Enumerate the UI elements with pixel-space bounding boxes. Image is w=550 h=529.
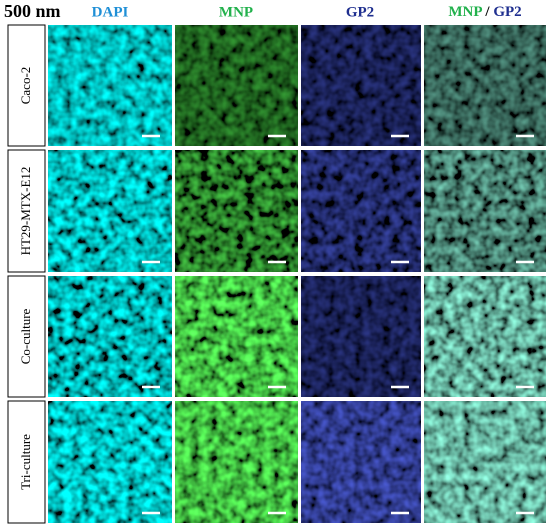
micrograph-texture bbox=[48, 150, 172, 272]
micrograph-texture bbox=[175, 276, 298, 397]
row-label-box bbox=[7, 24, 46, 147]
row-label: Tri-culture bbox=[18, 434, 33, 490]
micrograph-texture bbox=[48, 276, 172, 397]
micrograph-texture bbox=[175, 25, 298, 146]
micrograph-texture bbox=[424, 401, 546, 523]
micrograph-texture bbox=[175, 401, 298, 523]
row-label: HT29-MTX-E12 bbox=[18, 167, 33, 256]
micrograph-texture bbox=[48, 401, 172, 523]
merge-part: MNP bbox=[448, 4, 482, 20]
row-label: Caco-2 bbox=[18, 67, 33, 105]
row-label-box bbox=[7, 149, 46, 273]
micrograph-texture bbox=[301, 150, 421, 272]
micrograph-texture bbox=[301, 276, 421, 397]
micrograph-texture bbox=[424, 276, 546, 397]
micrograph-texture bbox=[424, 150, 546, 272]
scale-label: 500 nm bbox=[4, 1, 61, 21]
micrograph-texture bbox=[301, 401, 421, 523]
micrograph-texture bbox=[48, 25, 172, 146]
micrograph-texture bbox=[175, 150, 298, 272]
merge-part: GP2 bbox=[493, 4, 521, 20]
panel-grid: Caco-2 HT29-MTX-E12 Co-culture Tri-culture bbox=[7, 24, 546, 524]
row-label: Co-culture bbox=[18, 308, 33, 364]
column-label: MNP bbox=[219, 4, 253, 20]
micrograph-texture bbox=[301, 25, 421, 146]
merge-part: / bbox=[484, 4, 490, 20]
row-label-box bbox=[7, 400, 46, 524]
column-label: DAPI bbox=[92, 4, 129, 20]
merge-label: MNP / GP2 bbox=[448, 4, 521, 20]
micrograph-texture bbox=[424, 25, 546, 146]
column-label: GP2 bbox=[346, 4, 374, 20]
row-label-box bbox=[7, 275, 46, 398]
